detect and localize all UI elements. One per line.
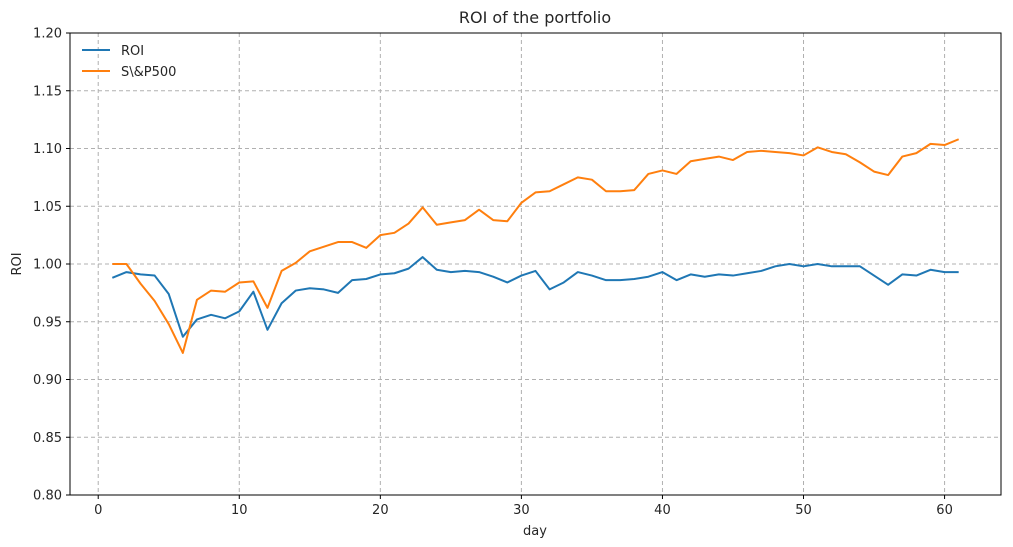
y-tick-label: 0.85 — [33, 431, 62, 446]
y-tick-label: 1.15 — [33, 84, 62, 99]
sp500-series-line — [112, 138, 960, 354]
y-tick-label: 1.05 — [33, 200, 62, 215]
x-tick-label: 50 — [795, 503, 812, 518]
x-tick-label: 10 — [231, 503, 248, 518]
y-tick-label: 1.10 — [33, 142, 62, 157]
x-tick-label: 30 — [513, 503, 530, 518]
y-tick-label: 0.95 — [33, 315, 62, 330]
legend: ROI S\&P500 — [82, 44, 176, 80]
x-axis-label: day — [523, 524, 547, 539]
roi-series-line — [111, 256, 959, 338]
y-tick-label: 1.00 — [33, 258, 62, 273]
x-tick-label: 60 — [936, 503, 953, 518]
y-tick-label: 0.80 — [33, 489, 62, 504]
y-axis-label: ROI — [10, 252, 25, 275]
series-group — [111, 138, 960, 354]
x-tick-label: 40 — [654, 503, 671, 518]
y-tick-label: 0.90 — [33, 373, 62, 388]
x-tick-label: 20 — [372, 503, 389, 518]
y-tick-label: 1.20 — [33, 27, 62, 42]
chart-title: ROI of the portfolio — [459, 8, 611, 27]
legend-label-sp500: S\&P500 — [121, 65, 176, 80]
y-axis: 0.80 0.85 0.90 0.95 1.00 1.05 1.10 1.15 1.20 — [33, 27, 70, 504]
legend-label-roi: ROI — [121, 44, 144, 59]
x-axis: 0 10 20 30 40 50 60 — [94, 495, 953, 518]
x-tick-label: 0 — [94, 503, 102, 518]
